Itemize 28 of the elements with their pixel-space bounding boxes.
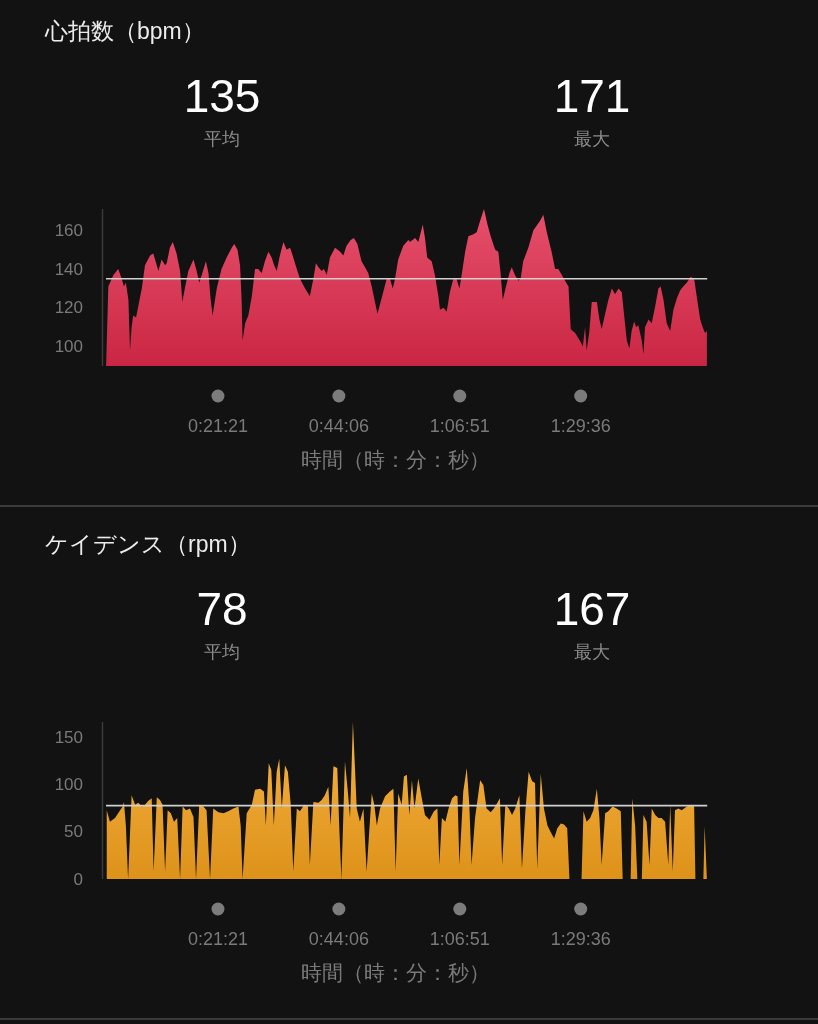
y-tick-label: 160 <box>54 220 83 240</box>
y-tick-label: 0 <box>73 869 83 889</box>
y-tick-label: 140 <box>54 259 83 279</box>
x-tick-label: 1:29:36 <box>550 929 611 949</box>
xlabel: 時間（時：分：秒） <box>300 961 490 984</box>
title: 心拍数（bpm） <box>45 18 205 44</box>
y-tick-label: 150 <box>54 728 83 748</box>
stat-value: 167 <box>553 583 631 635</box>
y-tick-label: 100 <box>54 337 83 357</box>
x-tick-label: 0:21:21 <box>187 929 248 949</box>
y-tick-label: 50 <box>64 822 83 842</box>
stat-value: 78 <box>196 583 248 635</box>
x-tick-label: 1:06:51 <box>429 929 490 949</box>
stat-caption: 最大 <box>574 129 610 149</box>
x-tick-label: 1:06:51 <box>429 416 490 436</box>
stat-value: 171 <box>553 70 631 122</box>
y-tick-label: 120 <box>54 298 83 318</box>
stat-caption: 平均 <box>204 129 240 149</box>
xlabel: 時間（時：分：秒） <box>300 448 490 471</box>
x-tick-label: 0:44:06 <box>308 416 369 436</box>
title: ケイデンス（rpm） <box>45 531 251 557</box>
x-tick-label: 1:29:36 <box>550 416 611 436</box>
x-tick-label: 0:21:21 <box>187 416 248 436</box>
stat-caption: 平均 <box>204 642 240 662</box>
x-tick-label: 0:44:06 <box>308 929 369 949</box>
stat-caption: 最大 <box>574 642 610 662</box>
stat-value: 135 <box>183 70 261 122</box>
y-tick-label: 100 <box>54 775 83 795</box>
